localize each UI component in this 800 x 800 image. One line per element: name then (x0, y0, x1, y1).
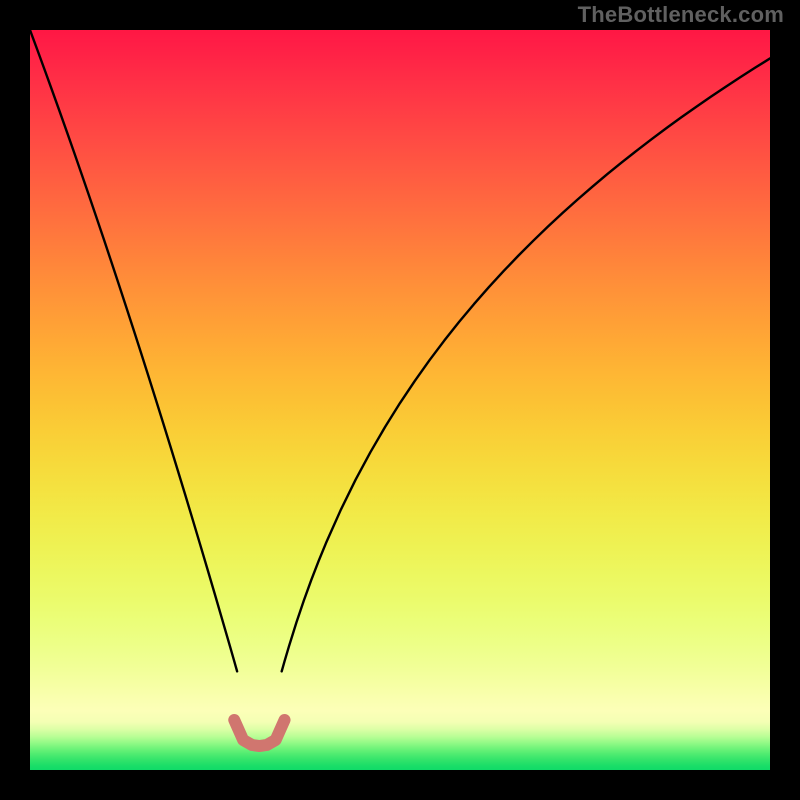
valley-outline (234, 720, 284, 746)
watermark-text: TheBottleneck.com (578, 2, 784, 28)
bottleneck-curve (30, 30, 770, 770)
plot-frame (30, 30, 770, 770)
curve-right (282, 58, 770, 671)
curve-left (30, 30, 237, 671)
plot-area (30, 30, 770, 770)
